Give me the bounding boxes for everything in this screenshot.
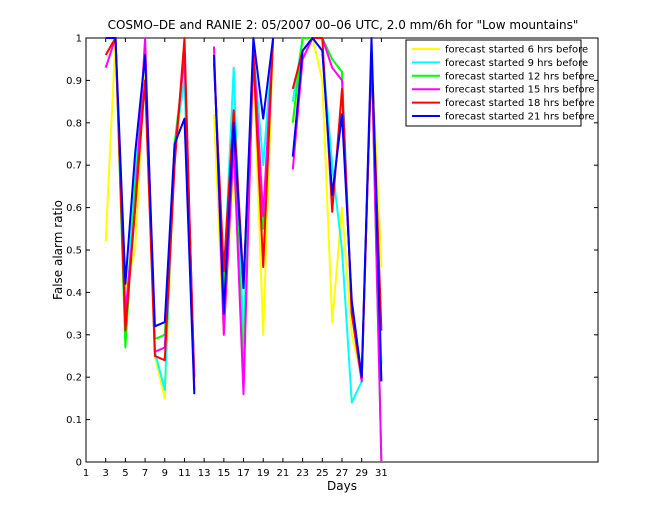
- x-tick-label: 21: [277, 468, 290, 479]
- y-tick-label: 0.9: [66, 76, 82, 87]
- x-tick-label: 9: [162, 468, 168, 479]
- y-tick-label: 0.4: [66, 288, 82, 299]
- x-tick-label: 19: [257, 468, 270, 479]
- x-tick-label: 25: [316, 468, 329, 479]
- legend-label: forecast started 12 hrs before: [445, 71, 595, 82]
- x-tick-label: 7: [142, 468, 148, 479]
- y-axis-label: False alarm ratio: [51, 200, 65, 300]
- series-line: [213, 37, 275, 396]
- legend-label: forecast started 9 hrs before: [445, 58, 588, 69]
- legend-items: forecast started 6 hrs before forecast st…: [412, 45, 595, 123]
- x-axis-label: Days: [327, 479, 357, 493]
- y-tick-label: 0.5: [66, 246, 82, 257]
- y-axis-ticks: 0 0.1 0.2 0.3 0.4 0.5 0.6 0.7 0.8 0.9 1: [66, 34, 598, 469]
- series-line: [213, 37, 275, 315]
- series-line: [105, 37, 196, 395]
- x-tick-label: 15: [217, 468, 230, 479]
- x-tick-label: 3: [103, 468, 109, 479]
- legend-label: forecast started 6 hrs before: [445, 45, 588, 56]
- x-tick-label: 23: [296, 468, 309, 479]
- y-tick-label: 0: [76, 458, 82, 469]
- legend: forecast started 6 hrs before forecast st…: [405, 39, 595, 127]
- legend-label: forecast started 18 hrs before: [445, 98, 595, 109]
- chart-title: COSMO–DE and RANIE 2: 05/2007 00–06 UTC,…: [108, 18, 579, 32]
- y-tick-label: 0.2: [66, 373, 82, 384]
- y-tick-label: 0.8: [66, 118, 82, 129]
- x-tick-label: 5: [122, 468, 128, 479]
- x-tick-label: 11: [178, 468, 191, 479]
- y-tick-label: 0.7: [66, 161, 82, 172]
- y-tick-label: 0.3: [66, 330, 82, 341]
- y-tick-label: 1: [76, 34, 82, 45]
- x-tick-label: 17: [237, 468, 250, 479]
- x-tick-label: 1: [83, 468, 89, 479]
- x-tick-label: 27: [336, 468, 349, 479]
- x-tick-label: 13: [198, 468, 211, 479]
- y-tick-label: 0.1: [66, 415, 82, 426]
- y-tick-label: 0.6: [66, 203, 82, 214]
- x-tick-label: 31: [375, 468, 388, 479]
- legend-box: [405, 39, 582, 127]
- series-line: [291, 37, 383, 382]
- x-tick-label: 29: [355, 468, 368, 479]
- series-5: [105, 37, 383, 395]
- series-lines: [104, 37, 383, 463]
- legend-label: forecast started 21 hrs before: [445, 112, 595, 123]
- legend-label: forecast started 15 hrs before: [445, 85, 595, 96]
